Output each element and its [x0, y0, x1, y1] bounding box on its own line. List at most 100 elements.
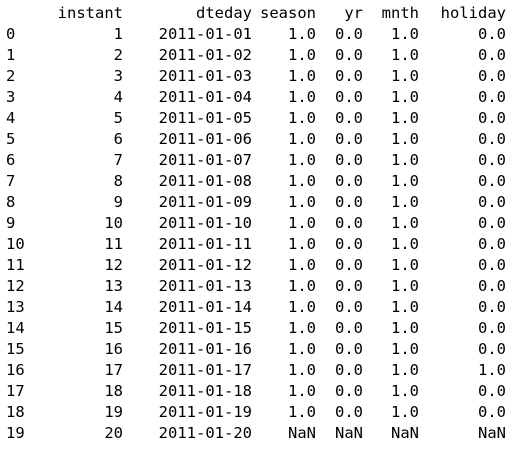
- cell-season: 1.0: [288, 235, 316, 253]
- cell-mnth: NaN: [391, 424, 419, 442]
- table-row: 17 18 2011-01-18 1.0 0.0 1.0 0.0: [6, 381, 506, 402]
- cell-holiday: 0.0: [478, 151, 506, 169]
- cell-yr: 0.0: [335, 403, 363, 421]
- row-index: 9: [6, 214, 16, 232]
- cell-instant: 16: [104, 340, 123, 358]
- cell-dteday: 2011-01-17: [158, 361, 252, 379]
- cell-yr: 0.0: [335, 361, 363, 379]
- cell-mnth: 1.0: [391, 214, 419, 232]
- row-index: 14: [6, 319, 25, 337]
- cell-yr: 0.0: [335, 382, 363, 400]
- column-header-instant: instant: [57, 4, 123, 22]
- table-row: 18 19 2011-01-19 1.0 0.0 1.0 0.0: [6, 402, 506, 423]
- cell-instant: 13: [104, 277, 123, 295]
- cell-season: 1.0: [288, 214, 316, 232]
- cell-yr: 0.0: [335, 130, 363, 148]
- row-index: 16: [6, 361, 25, 379]
- column-header-dteday: dteday: [196, 4, 252, 22]
- cell-holiday: 0.0: [478, 214, 506, 232]
- table-row: 6 7 2011-01-07 1.0 0.0 1.0 0.0: [6, 150, 506, 171]
- cell-instant: 12: [104, 256, 123, 274]
- cell-holiday: 0.0: [478, 25, 506, 43]
- cell-instant: 17: [104, 361, 123, 379]
- cell-mnth: 1.0: [391, 172, 419, 190]
- cell-season: 1.0: [288, 403, 316, 421]
- cell-season: 1.0: [288, 130, 316, 148]
- cell-yr: 0.0: [335, 193, 363, 211]
- row-index: 8: [6, 193, 16, 211]
- row-index: 2: [6, 67, 16, 85]
- table-row: 14 15 2011-01-15 1.0 0.0 1.0 0.0: [6, 318, 506, 339]
- cell-instant: 14: [104, 298, 123, 316]
- table-row: 5 6 2011-01-06 1.0 0.0 1.0 0.0: [6, 129, 506, 150]
- cell-dteday: 2011-01-19: [158, 403, 252, 421]
- header-row: instant dteday season yr mnth holiday: [6, 3, 506, 24]
- row-index: 18: [6, 403, 25, 421]
- cell-instant: 1: [113, 25, 123, 43]
- cell-season: 1.0: [288, 319, 316, 337]
- cell-instant: 18: [104, 382, 123, 400]
- cell-dteday: 2011-01-12: [158, 256, 252, 274]
- cell-dteday: 2011-01-04: [158, 88, 252, 106]
- cell-instant: 5: [113, 109, 123, 127]
- cell-mnth: 1.0: [391, 130, 419, 148]
- cell-season: 1.0: [288, 172, 316, 190]
- cell-mnth: 1.0: [391, 67, 419, 85]
- cell-yr: 0.0: [335, 256, 363, 274]
- cell-season: 1.0: [288, 88, 316, 106]
- row-index: 12: [6, 277, 25, 295]
- cell-dteday: 2011-01-09: [158, 193, 252, 211]
- cell-holiday: 0.0: [478, 340, 506, 358]
- cell-holiday: 0.0: [478, 298, 506, 316]
- row-index: 7: [6, 172, 16, 190]
- cell-season: 1.0: [288, 67, 316, 85]
- cell-yr: 0.0: [335, 319, 363, 337]
- cell-instant: 2: [113, 46, 123, 64]
- cell-yr: 0.0: [335, 340, 363, 358]
- cell-season: NaN: [288, 424, 316, 442]
- cell-instant: 4: [113, 88, 123, 106]
- cell-holiday: 0.0: [478, 46, 506, 64]
- cell-yr: NaN: [335, 424, 363, 442]
- cell-dteday: 2011-01-05: [158, 109, 252, 127]
- cell-yr: 0.0: [335, 109, 363, 127]
- cell-season: 1.0: [288, 25, 316, 43]
- cell-holiday: 0.0: [478, 403, 506, 421]
- row-index: 4: [6, 109, 16, 127]
- index-header: [6, 3, 26, 24]
- row-index: 13: [6, 298, 25, 316]
- cell-instant: 9: [113, 193, 123, 211]
- table-row: 15 16 2011-01-16 1.0 0.0 1.0 0.0: [6, 339, 506, 360]
- row-index: 19: [6, 424, 25, 442]
- cell-dteday: 2011-01-16: [158, 340, 252, 358]
- table-row: 4 5 2011-01-05 1.0 0.0 1.0 0.0: [6, 108, 506, 129]
- table-row: 10 11 2011-01-11 1.0 0.0 1.0 0.0: [6, 234, 506, 255]
- cell-yr: 0.0: [335, 151, 363, 169]
- cell-season: 1.0: [288, 193, 316, 211]
- cell-mnth: 1.0: [391, 25, 419, 43]
- cell-yr: 0.0: [335, 46, 363, 64]
- cell-season: 1.0: [288, 46, 316, 64]
- cell-instant: 3: [113, 67, 123, 85]
- dataframe-body: 0 1 2011-01-01 1.0 0.0 1.0 0.0 1 2 2011-01-02 1.0 0…: [6, 24, 506, 444]
- column-header-mnth: mnth: [381, 4, 419, 22]
- column-header-holiday: holiday: [440, 4, 506, 22]
- cell-dteday: 2011-01-01: [158, 25, 252, 43]
- cell-dteday: 2011-01-03: [158, 67, 252, 85]
- cell-holiday: NaN: [478, 424, 506, 442]
- cell-holiday: 1.0: [478, 361, 506, 379]
- row-index: 10: [6, 235, 25, 253]
- cell-mnth: 1.0: [391, 151, 419, 169]
- cell-holiday: 0.0: [478, 67, 506, 85]
- table-row: 12 13 2011-01-13 1.0 0.0 1.0 0.0: [6, 276, 506, 297]
- cell-mnth: 1.0: [391, 298, 419, 316]
- cell-dteday: 2011-01-20: [158, 424, 252, 442]
- cell-instant: 15: [104, 319, 123, 337]
- cell-mnth: 1.0: [391, 277, 419, 295]
- cell-mnth: 1.0: [391, 109, 419, 127]
- cell-yr: 0.0: [335, 298, 363, 316]
- dataframe-header: instant dteday season yr mnth holiday: [6, 3, 506, 24]
- table-row: 8 9 2011-01-09 1.0 0.0 1.0 0.0: [6, 192, 506, 213]
- table-row: 3 4 2011-01-04 1.0 0.0 1.0 0.0: [6, 87, 506, 108]
- table-row: 9 10 2011-01-10 1.0 0.0 1.0 0.0: [6, 213, 506, 234]
